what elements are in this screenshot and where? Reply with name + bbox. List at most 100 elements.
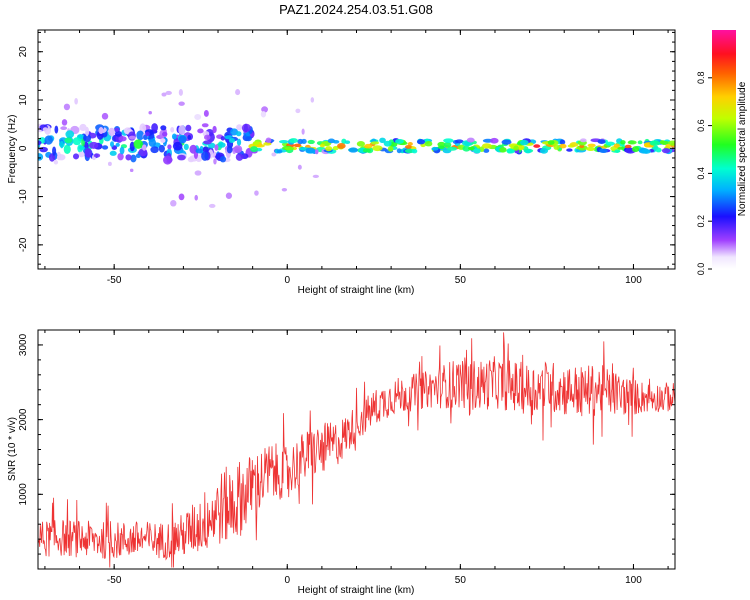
spectrogram-cell	[133, 139, 143, 149]
snr-y-tick-label: 1000	[18, 483, 29, 506]
spectrogram-cell	[293, 143, 302, 148]
spectrogram-cell	[614, 149, 621, 153]
spectrogram-cell	[325, 146, 333, 152]
spectrogram-noise-cell	[161, 92, 167, 97]
spectrogram-noise-cell	[165, 90, 172, 95]
spectrogram-cell	[167, 144, 172, 150]
spectrogram-cell	[79, 123, 87, 132]
spectrogram-cell	[101, 145, 109, 150]
snr-x-tick-label: 50	[455, 575, 467, 586]
spectrogram-cell	[151, 123, 158, 133]
colorbar-tick-label: 0.0	[696, 263, 706, 276]
snr-x-tick-label: 100	[625, 575, 642, 586]
spectrogram-cell	[42, 127, 48, 132]
spectrogram-noise-cell	[148, 111, 152, 115]
spectrogram-cell	[533, 144, 541, 148]
spectrogram-cell	[250, 146, 258, 153]
spectrogram-cell	[319, 143, 326, 148]
spectrogram-cell	[218, 142, 226, 148]
spectrogram-cell	[185, 124, 192, 132]
snr-y-label: SNR (10 * v/v)	[7, 417, 18, 481]
spectrogram-cell	[649, 140, 661, 146]
spectrogram-cell	[627, 140, 637, 145]
spectrogram-cell	[489, 137, 499, 144]
spectrogram-cell	[235, 131, 242, 137]
spectrogram-cell	[245, 136, 252, 142]
spectrogram-cell	[114, 127, 120, 132]
spectrogram-noise-cell	[208, 203, 216, 208]
snr-axes: -50 0 50 100 1000 2000 3000	[18, 329, 675, 586]
spectrogram-cell	[59, 140, 64, 149]
spectrogram-cell	[183, 143, 189, 151]
spectrogram-noise-cell	[178, 193, 185, 201]
spectrogram-noise-cell	[225, 192, 233, 199]
spectrogram-noise-cell	[128, 135, 136, 140]
spectrogram-cell	[115, 142, 120, 147]
spectrogram-noise-cell	[203, 110, 209, 117]
spectrogram-cell	[39, 146, 48, 153]
spectrogram-cell	[204, 134, 211, 140]
spectrogram-panel: -50 0 50 100 -20 -10 0 10 20 Height of straight …	[7, 29, 676, 296]
spectrogram-cell	[130, 154, 137, 163]
spectrogram-cell	[307, 139, 315, 145]
spectrogram-noise-cell	[129, 168, 134, 173]
spectrogram-cell	[289, 138, 298, 144]
spectrogram-x-tick-label: 0	[284, 275, 290, 286]
spectrogram-cell	[195, 148, 203, 154]
spectrogram-cell	[84, 147, 92, 158]
spectrogram-noise-cell	[271, 152, 277, 157]
spectrogram-cell	[566, 148, 573, 152]
spectrogram-cell	[226, 145, 233, 154]
spectrogram-cell	[332, 139, 340, 144]
spectrogram-cell	[72, 137, 82, 146]
spectrogram-cell	[501, 139, 512, 145]
spectrogram-cell	[617, 146, 626, 150]
spectrogram-cell	[178, 135, 187, 144]
spectrogram-cell	[437, 145, 445, 150]
spectrogram-cell	[44, 135, 53, 145]
spectrogram-cell	[56, 154, 66, 161]
spectrogram-cell	[63, 144, 71, 154]
spectrogram-cell	[219, 156, 227, 163]
colorbar-gradient	[712, 30, 736, 269]
spectrogram-cell	[580, 138, 587, 143]
spectrogram-noise-cell	[61, 119, 68, 126]
chart-title: PAZ1.2024.254.03.51.G08	[279, 2, 433, 17]
spectrogram-cell	[297, 138, 304, 145]
colorbar-ticks: 0.0 0.2 0.4 0.6 0.8	[696, 72, 712, 276]
spectrogram-cell	[235, 153, 244, 161]
spectrogram-cell	[407, 142, 413, 146]
spectrogram-noise-cell	[74, 97, 78, 105]
spectrogram-noise-cell	[213, 158, 217, 165]
snr-series-line	[38, 332, 675, 568]
spectrogram-noise-cell	[194, 194, 198, 201]
spectrogram-y-tick-label: -20	[18, 237, 29, 252]
spectrogram-cell	[202, 146, 209, 153]
spectrogram-cell	[416, 139, 426, 145]
spectrogram-cell	[520, 139, 529, 146]
spectrogram-cell	[78, 145, 85, 150]
spectrogram-noise-cell	[170, 200, 177, 207]
spectrogram-cell	[203, 140, 212, 145]
spectrogram-noise-cell	[261, 106, 268, 113]
spectrogram-noise-cell	[295, 108, 301, 114]
spectrogram-cell	[150, 146, 159, 154]
spectrogram-y-tick-label: 10	[18, 94, 29, 106]
spectrogram-noise-cell	[194, 170, 202, 176]
spectrogram-cell	[431, 147, 439, 151]
spectrogram-cell	[620, 140, 626, 145]
spectrogram-cell	[513, 145, 519, 151]
spectrogram-marks	[38, 89, 675, 208]
spectrogram-cell	[284, 146, 295, 151]
spectrogram-cell	[212, 125, 217, 134]
spectrogram-cell	[661, 148, 671, 154]
spectrogram-cell	[344, 140, 351, 145]
spectrogram-cell	[518, 144, 525, 150]
snr-y-tick-label: 3000	[18, 333, 29, 356]
spectrogram-cell	[208, 142, 216, 149]
spectrogram-y-tick-label: -10	[18, 189, 29, 204]
spectrogram-cell	[279, 140, 289, 144]
spectrogram-noise-cell	[201, 123, 209, 128]
spectrogram-noise-cell	[160, 138, 166, 143]
